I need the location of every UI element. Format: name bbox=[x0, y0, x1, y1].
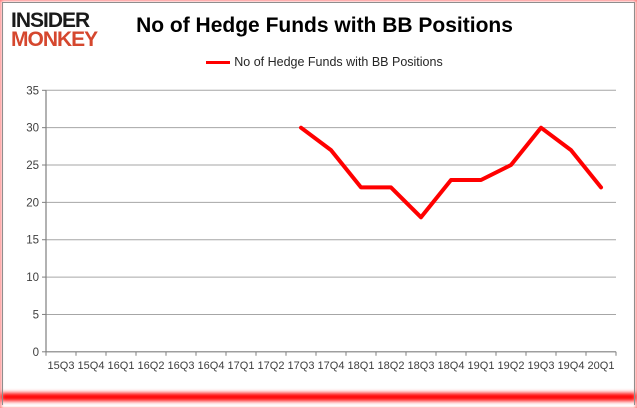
x-axis-tick-label: 17Q4 bbox=[318, 360, 345, 372]
x-axis-tick-label: 15Q4 bbox=[78, 360, 105, 372]
x-axis-tick-label: 18Q1 bbox=[348, 360, 375, 372]
legend-line-marker bbox=[206, 60, 231, 64]
x-axis-tick-label: 19Q1 bbox=[468, 360, 495, 372]
logo-text-monkey: MONKEY bbox=[11, 28, 98, 52]
x-axis-tick-label: 18Q3 bbox=[408, 360, 435, 372]
legend-label: No of Hedge Funds with BB Positions bbox=[234, 55, 443, 69]
y-axis-tick-label: 15 bbox=[26, 235, 39, 247]
x-axis-tick-label: 17Q2 bbox=[258, 360, 285, 372]
x-axis-tick-label: 17Q1 bbox=[228, 360, 255, 372]
y-axis-tick-label: 30 bbox=[26, 123, 39, 135]
x-axis-tick-label: 19Q3 bbox=[528, 360, 555, 372]
x-axis-tick-label: 15Q3 bbox=[48, 360, 75, 372]
y-axis-tick-label: 25 bbox=[26, 160, 39, 172]
x-axis-tick-label: 20Q1 bbox=[588, 360, 615, 372]
x-axis-tick-label: 16Q1 bbox=[108, 360, 135, 372]
y-axis-tick-label: 5 bbox=[33, 309, 39, 321]
x-axis-tick-label: 16Q4 bbox=[198, 360, 225, 372]
series-line bbox=[299, 125, 603, 220]
x-axis-tick-label: 18Q4 bbox=[438, 360, 465, 372]
x-axis-tick-label: 19Q4 bbox=[558, 360, 585, 372]
logo-text-insider: INSIDER bbox=[11, 9, 90, 32]
x-axis-tick-label: 16Q2 bbox=[138, 360, 165, 372]
chart-legend: No of Hedge Funds with BB Positions bbox=[6, 55, 637, 69]
y-axis-tick-label: 35 bbox=[26, 85, 39, 97]
x-axis-tick-label: 17Q3 bbox=[288, 360, 315, 372]
bottom-red-glow bbox=[1, 393, 636, 401]
insider-monkey-logo: INSIDER MONKEY bbox=[11, 9, 98, 52]
x-axis-tick-label: 18Q2 bbox=[378, 360, 405, 372]
x-axis-tick-label: 19Q2 bbox=[498, 360, 525, 372]
y-axis-tick-label: 20 bbox=[26, 197, 39, 209]
chart-title: No of Hedge Funds with BB Positions bbox=[136, 14, 513, 37]
x-axis-tick-label: 16Q3 bbox=[168, 360, 195, 372]
y-axis-tick-label: 10 bbox=[26, 272, 39, 284]
y-axis-tick-label: 0 bbox=[33, 347, 39, 359]
